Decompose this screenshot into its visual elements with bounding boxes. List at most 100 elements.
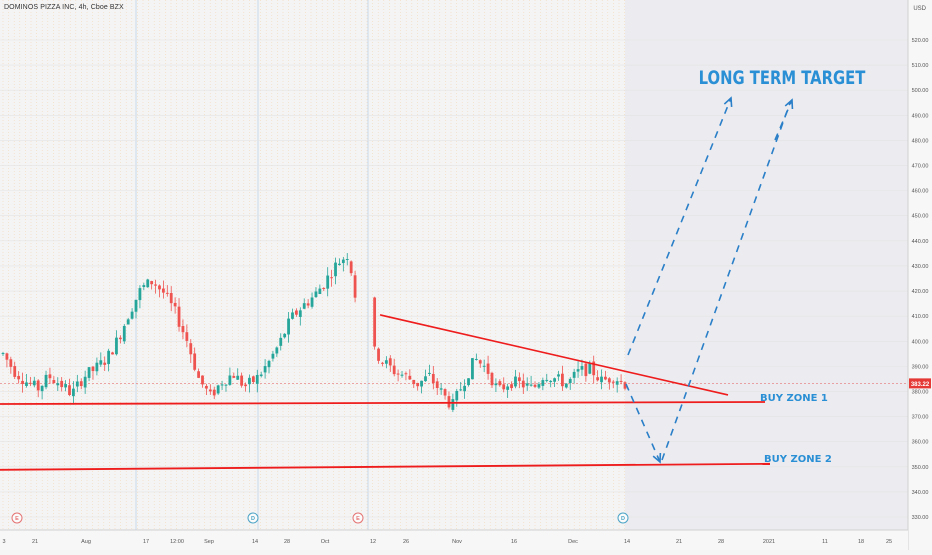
candle-body bbox=[232, 375, 236, 378]
price-tick-label: 330.00 bbox=[912, 515, 929, 521]
candle-body bbox=[126, 319, 130, 325]
time-tick-label: 28 bbox=[718, 539, 724, 545]
price-tick-label: 380.00 bbox=[912, 389, 929, 395]
event-marker-label: E bbox=[15, 516, 19, 522]
candle-body bbox=[553, 378, 556, 382]
candle-body bbox=[623, 382, 627, 389]
price-tick-label: 480.00 bbox=[912, 138, 929, 144]
candle-body bbox=[248, 377, 251, 385]
candle-body bbox=[181, 326, 185, 333]
candle-body bbox=[146, 279, 150, 288]
candle-body bbox=[428, 372, 431, 374]
candle-body bbox=[615, 381, 619, 385]
candle-body bbox=[302, 303, 306, 309]
candle-body bbox=[580, 366, 584, 370]
candle-body bbox=[338, 263, 341, 266]
candle-body bbox=[251, 376, 255, 383]
candle-body bbox=[412, 379, 416, 385]
candle-body bbox=[619, 380, 623, 382]
candle-body bbox=[28, 382, 32, 384]
time-tick-label: 14 bbox=[252, 539, 258, 545]
candle-body bbox=[17, 376, 21, 380]
candle-body bbox=[525, 383, 529, 386]
candle-body bbox=[463, 385, 467, 392]
candle-body bbox=[154, 284, 157, 286]
candle-body bbox=[400, 374, 404, 376]
candle-body bbox=[568, 378, 572, 383]
event-marker-label: D bbox=[251, 516, 255, 522]
price-tick-label: 440.00 bbox=[912, 239, 929, 245]
candle-body bbox=[404, 373, 408, 375]
candle-body bbox=[9, 359, 13, 367]
candle-body bbox=[471, 358, 474, 380]
drawings bbox=[0, 96, 794, 471]
candle-body bbox=[381, 362, 384, 364]
candle-body bbox=[201, 375, 204, 385]
event-marker-circle bbox=[247, 512, 259, 524]
candle-body bbox=[537, 384, 541, 388]
candle-body bbox=[584, 363, 588, 377]
time-tick-label: Sep bbox=[204, 539, 214, 545]
price-tick-label: 400.00 bbox=[912, 339, 929, 345]
candle-body bbox=[122, 325, 126, 342]
candle-body bbox=[263, 366, 267, 373]
projection-down-arrow bbox=[625, 383, 661, 463]
candle-body bbox=[91, 366, 95, 372]
candle-body bbox=[64, 384, 67, 388]
candle-body bbox=[1, 353, 5, 355]
candle-body bbox=[431, 373, 435, 384]
candle-body bbox=[314, 291, 318, 298]
time-tick-label: 14 bbox=[624, 539, 630, 545]
candle-body bbox=[224, 384, 228, 386]
candle-body bbox=[482, 365, 486, 367]
candle-body bbox=[165, 292, 169, 294]
candle-body bbox=[52, 380, 56, 384]
time-tick-label: 18 bbox=[858, 539, 864, 545]
candle-body bbox=[510, 384, 513, 389]
time-tick-label: Nov bbox=[452, 539, 462, 545]
candle-body bbox=[447, 396, 451, 408]
candle-body bbox=[244, 384, 247, 387]
candle-body bbox=[416, 382, 420, 387]
projection-up-arrow-1-head bbox=[723, 96, 733, 108]
price-tick-label: 410.00 bbox=[912, 314, 929, 320]
candle-body bbox=[498, 381, 502, 386]
horizontal-grid bbox=[0, 39, 908, 518]
candle-body bbox=[592, 361, 596, 376]
candle-body bbox=[197, 371, 200, 378]
candle-body bbox=[79, 381, 83, 387]
candle-body bbox=[349, 261, 353, 274]
candle-body bbox=[107, 350, 111, 365]
last-price-badge bbox=[909, 378, 931, 389]
candle-body bbox=[130, 311, 134, 319]
price-tick-label: 460.00 bbox=[912, 189, 929, 195]
candle-body bbox=[455, 390, 459, 401]
candle-body bbox=[68, 385, 71, 396]
time-tick-label: 12:00 bbox=[170, 539, 184, 545]
price-tick-label: 470.00 bbox=[912, 164, 929, 170]
candle-body bbox=[99, 360, 103, 365]
event-marker: E bbox=[352, 512, 364, 524]
candle-body bbox=[377, 348, 380, 361]
candle-body bbox=[514, 376, 517, 387]
price-tick-label: 520.00 bbox=[912, 38, 929, 44]
time-tick-label: 3 bbox=[2, 539, 5, 545]
candle-body bbox=[32, 380, 36, 386]
candle-body bbox=[72, 388, 75, 397]
candle-body bbox=[506, 386, 510, 390]
candle-body bbox=[44, 374, 48, 388]
candle-body bbox=[459, 389, 463, 391]
projection-up-arrow-2-head bbox=[784, 98, 794, 110]
candle-body bbox=[521, 380, 525, 388]
last-price-badge-text: 383.22 bbox=[911, 382, 930, 388]
candle-body bbox=[173, 302, 177, 307]
candle-body bbox=[36, 380, 40, 391]
buy-zone-1-line bbox=[0, 401, 766, 405]
candle-body bbox=[185, 332, 189, 341]
time-tick-label: 26 bbox=[403, 539, 409, 545]
time-tick-label: Aug bbox=[81, 539, 91, 545]
candle-body bbox=[83, 376, 87, 388]
candlesticks bbox=[1, 253, 627, 413]
